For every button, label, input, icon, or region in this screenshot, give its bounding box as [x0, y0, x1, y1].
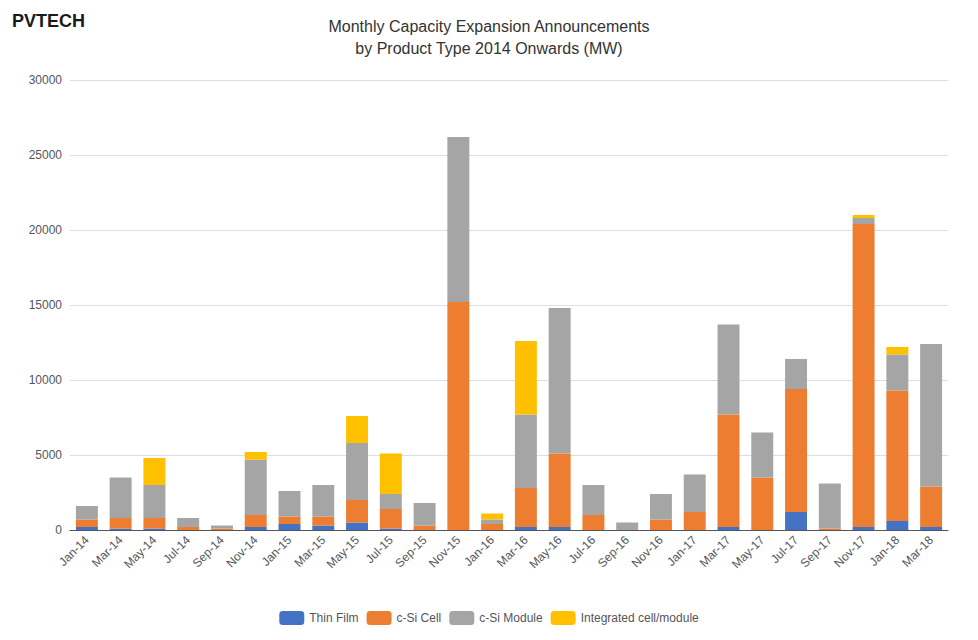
svg-text:Jan-15: Jan-15 [259, 533, 295, 569]
svg-text:PVTECH: PVTECH [12, 11, 85, 31]
svg-text:Sep-15: Sep-15 [392, 533, 429, 570]
svg-text:May-15: May-15 [324, 533, 362, 571]
svg-text:Nov-16: Nov-16 [629, 533, 666, 570]
svg-text:Sep-16: Sep-16 [595, 533, 632, 570]
svg-text:Mar-16: Mar-16 [494, 533, 531, 570]
svg-text:Jan-16: Jan-16 [461, 533, 497, 569]
svg-text:Mar-15: Mar-15 [291, 533, 328, 570]
svg-text:by Product Type 2014 Onwards (: by Product Type 2014 Onwards (MW) [355, 40, 622, 57]
svg-text:Nov-15: Nov-15 [426, 533, 463, 570]
svg-text:Sep-17: Sep-17 [798, 533, 835, 570]
svg-text:15000: 15000 [29, 298, 63, 312]
svg-text:Sep-14: Sep-14 [190, 533, 227, 570]
svg-text:c-Si Module: c-Si Module [479, 611, 543, 625]
svg-text:Mar-14: Mar-14 [89, 533, 126, 570]
svg-text:Mar-18: Mar-18 [899, 533, 936, 570]
svg-text:Jul-15: Jul-15 [363, 533, 396, 566]
svg-text:Jan-18: Jan-18 [866, 533, 902, 569]
svg-text:30000: 30000 [29, 73, 63, 87]
svg-text:Integrated cell/module: Integrated cell/module [581, 611, 699, 625]
svg-text:Jul-16: Jul-16 [565, 533, 598, 566]
svg-text:Jan-17: Jan-17 [664, 533, 700, 569]
svg-text:10000: 10000 [29, 373, 63, 387]
svg-text:May-16: May-16 [526, 533, 564, 571]
svg-text:Jul-17: Jul-17 [768, 533, 801, 566]
svg-text:Nov-14: Nov-14 [223, 533, 260, 570]
svg-text:Monthly Capacity Expansion Ann: Monthly Capacity Expansion Announcements [328, 18, 649, 35]
svg-text:20000: 20000 [29, 223, 63, 237]
svg-text:Mar-17: Mar-17 [697, 533, 734, 570]
svg-text:c-Si Cell: c-Si Cell [397, 611, 442, 625]
svg-text:Jan-14: Jan-14 [56, 533, 92, 569]
svg-text:5000: 5000 [35, 448, 62, 462]
svg-text:Jul-14: Jul-14 [160, 533, 193, 566]
svg-text:May-14: May-14 [121, 533, 159, 571]
svg-text:0: 0 [55, 523, 62, 537]
svg-text:Thin Film: Thin Film [309, 611, 358, 625]
svg-text:25000: 25000 [29, 148, 63, 162]
svg-text:Nov-17: Nov-17 [831, 533, 868, 570]
svg-text:May-17: May-17 [729, 533, 767, 571]
